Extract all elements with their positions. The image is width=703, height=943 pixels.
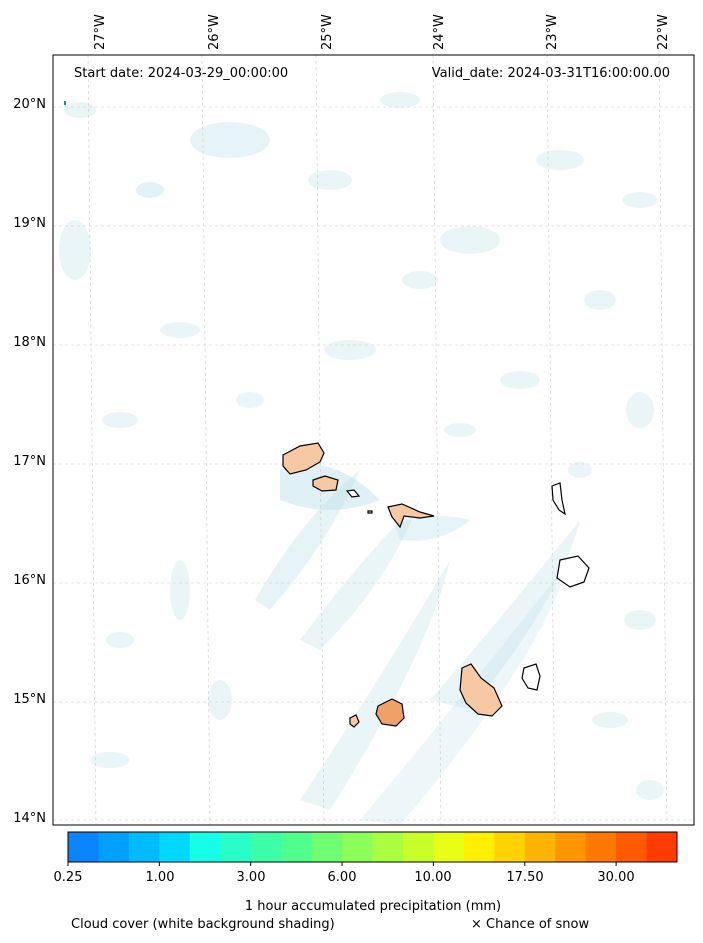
lon-label-27w: 27°W: [93, 14, 108, 50]
colorbar-cell: [524, 832, 556, 862]
colorbar-cell: [555, 832, 587, 862]
island-santiago: [459, 663, 503, 717]
meridian-line: [658, 55, 668, 825]
start-date-label: Start date: 2024-03-29_00:00:00: [74, 66, 289, 81]
colorbar-cell: [220, 832, 252, 862]
island-ilheu: [367, 510, 373, 514]
precip-speck: [64, 101, 66, 105]
colorbar-tick-5: 17.50: [506, 870, 544, 885]
colorbar-cell: [68, 832, 99, 862]
island-brava: [349, 714, 360, 728]
colorbar-cell: [402, 832, 434, 862]
snow-chance-note: × Chance of snow: [471, 917, 590, 932]
island-boa-vista: [556, 555, 590, 588]
island-sao-nicolau: [387, 503, 435, 529]
lat-label-18n: 18°N: [13, 335, 46, 350]
meridian-line: [87, 55, 97, 825]
colorbar-cell: [463, 832, 495, 862]
colorbar-tick-3: 6.00: [327, 870, 357, 885]
lat-label-20n: 20°N: [13, 97, 46, 112]
colorbar-cell: [250, 832, 282, 862]
meridian-line: [432, 55, 442, 825]
island-fogo: [375, 698, 405, 727]
island-santo-antao: [282, 442, 325, 475]
meridian-line: [546, 55, 556, 825]
meridian-line: [201, 55, 211, 825]
colorbar-tick-4: 10.00: [414, 870, 452, 885]
lat-label-17n: 17°N: [13, 454, 46, 469]
colorbar-cell: [189, 832, 221, 862]
map-frame: [52, 54, 695, 826]
lon-label-25w: 25°W: [320, 14, 335, 50]
colorbar-cell: [433, 832, 465, 862]
colorbar: [67, 831, 678, 866]
colorbar-tick-0: 0.25: [53, 870, 83, 885]
lon-label-24w: 24°W: [432, 14, 447, 50]
island-maio: [521, 663, 541, 691]
colorbar-frame: [67, 831, 678, 863]
meridian-line: [315, 55, 325, 825]
map-gridlines: [53, 55, 694, 825]
colorbar-tick-1: 1.00: [145, 870, 175, 885]
colorbar-cell: [281, 832, 313, 862]
colorbar-cell: [342, 832, 373, 862]
colorbar-cell: [159, 832, 191, 862]
islands-layer: [282, 442, 590, 728]
island-sal: [551, 482, 566, 516]
colorbar-cell: [128, 832, 160, 862]
lat-label-19n: 19°N: [13, 216, 46, 231]
colorbar-cell: [585, 832, 617, 862]
colorbar-cell: [616, 832, 648, 862]
cloud-cover-note: Cloud cover (white background shading): [71, 917, 335, 932]
lat-label-15n: 15°N: [13, 692, 46, 707]
lat-label-16n: 16°N: [13, 573, 46, 588]
colorbar-cell: [646, 832, 678, 862]
colorbar-cell: [372, 832, 404, 862]
colorbar-cell: [98, 832, 130, 862]
colorbar-tick-2: 3.00: [236, 870, 266, 885]
island-santa-luzia: [345, 489, 361, 498]
colorbar-tick-6: 30.00: [597, 870, 635, 885]
island-sao-vicente: [312, 475, 339, 492]
valid-date-label: Valid_date: 2024-03-31T16:00:00.00: [431, 66, 670, 81]
colorbar-cell: [494, 832, 526, 862]
lon-label-26w: 26°W: [207, 14, 222, 50]
colorbar-cell: [311, 832, 343, 862]
lat-label-14n: 14°N: [13, 811, 46, 826]
colorbar-title: 1 hour accumulated precipitation (mm): [244, 899, 502, 914]
map-frame-background: [53, 55, 694, 825]
lon-label-23w: 23°W: [545, 14, 560, 50]
lon-label-22w: 22°W: [656, 14, 671, 50]
